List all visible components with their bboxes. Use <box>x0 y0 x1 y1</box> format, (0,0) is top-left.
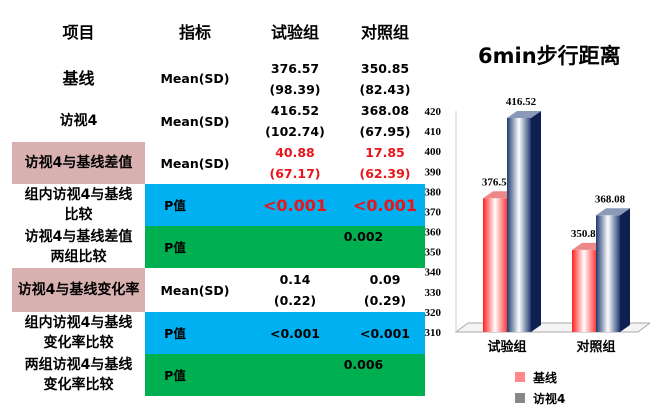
y-tick-label: 320 <box>425 307 442 319</box>
row-metric: Mean(SD) <box>160 155 230 171</box>
bar-top <box>507 110 541 118</box>
bar <box>572 249 596 332</box>
y-tick-label: 350 <box>425 247 442 259</box>
legend-swatch <box>515 372 525 382</box>
legend-label: 基线 <box>532 370 557 385</box>
control-value: <0.001 <box>359 325 410 341</box>
y-tick-label: 370 <box>425 206 442 218</box>
legend-swatch <box>515 393 525 403</box>
y-tick-label: 340 <box>425 267 442 279</box>
legend-label: 访视4 <box>533 391 565 406</box>
control-value: 350.85 (82.43) <box>359 60 411 97</box>
bar-top <box>596 208 630 216</box>
row-item: 访视4与基线差值两组比较 <box>24 229 133 265</box>
merged-value: 0.006 <box>343 357 384 372</box>
header-item: 项目 <box>62 23 95 42</box>
y-tick-label: 380 <box>425 186 442 198</box>
p-value-band <box>145 184 425 226</box>
p-value-band <box>145 226 425 268</box>
p-value-band <box>145 312 425 354</box>
row-item: 访视4与基线变化率 <box>12 268 145 312</box>
trial-value: <0.001 <box>262 195 327 215</box>
y-tick-label: 330 <box>425 287 442 299</box>
row-metric: Mean(SD) <box>160 113 230 129</box>
trial-value: <0.001 <box>269 325 320 341</box>
bar <box>483 198 507 332</box>
trial-value: 40.88 (67.17) <box>269 145 321 181</box>
y-tick-label: 360 <box>425 227 442 239</box>
row-item: 访视4 <box>59 113 98 129</box>
bar-side <box>620 208 630 332</box>
row-metric: Mean(SD) <box>160 71 230 86</box>
data-label: 416.52 <box>506 96 537 108</box>
row-metric: P值 <box>164 197 186 213</box>
y-tick-label: 400 <box>425 146 442 158</box>
data-label: 350.85 <box>571 228 602 240</box>
y-tick-label: 410 <box>425 126 442 138</box>
p-value-band <box>145 354 425 396</box>
merged-value: 0.002 <box>343 229 384 244</box>
bar <box>507 117 531 332</box>
x-tick-label: 对照组 <box>576 339 615 355</box>
control-value: 17.85 (62.39) <box>359 145 411 181</box>
control-value: <0.001 <box>352 195 417 215</box>
data-label: 376.57 <box>482 176 513 188</box>
control-value: 368.08 (67.95) <box>359 103 411 139</box>
row-item: 访视4与基线差值 <box>12 142 145 184</box>
chart-title: 6min步行距离 <box>478 44 621 68</box>
header-metric: 指标 <box>178 23 211 42</box>
x-tick-label: 试验组 <box>487 339 526 355</box>
row-item: 组内访视4与基线变化率比较 <box>24 315 133 351</box>
bar <box>596 215 620 332</box>
row-item: 两组访视4与基线变化率比较 <box>24 357 133 393</box>
y-tick-label: 310 <box>425 327 442 339</box>
header-control: 对照组 <box>360 23 409 42</box>
y-tick-label: 420 <box>425 106 442 118</box>
row-metric: Mean(SD) <box>160 282 230 298</box>
trial-value: 376.57 (98.39) <box>269 60 321 97</box>
data-label: 368.08 <box>595 193 626 205</box>
trial-value: 416.52 (102.74) <box>265 103 325 139</box>
control-value: 0.09 (0.29) <box>363 272 407 308</box>
row-metric: P值 <box>164 325 186 341</box>
row-metric: P值 <box>164 239 186 255</box>
trial-value: 0.14 (0.22) <box>273 272 317 308</box>
header-trial: 试验组 <box>270 23 319 42</box>
bar-side <box>531 110 541 332</box>
row-metric: P值 <box>164 367 186 383</box>
y-tick-label: 390 <box>425 166 442 178</box>
row-item: 组内访视4与基线比较 <box>24 187 133 223</box>
row-item: 基线 <box>62 68 95 88</box>
